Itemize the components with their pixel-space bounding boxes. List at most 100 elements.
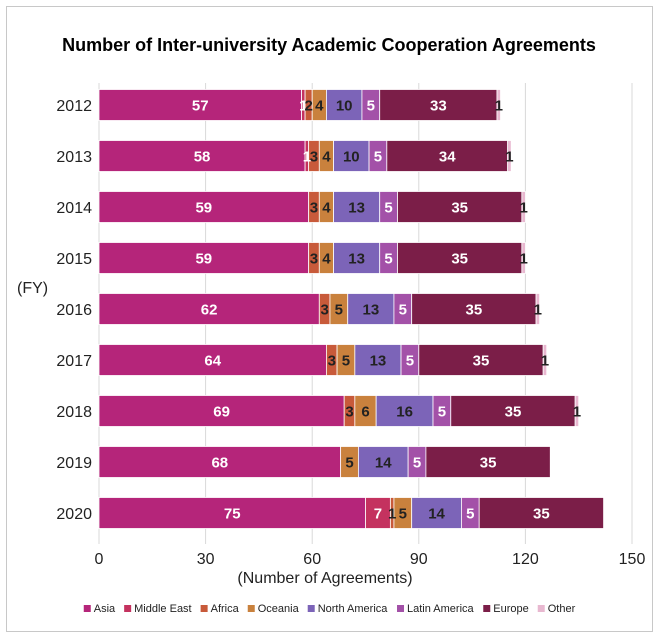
y-tick-label: 2018 [56,404,92,421]
y-axis-ticks: 2012 2013 2014 2015 2016 2017 2018 2019 2020 [56,98,92,523]
bar-segment [357,446,409,478]
legend-swatch [124,605,132,612]
data-label: 3 [310,251,318,268]
legend-label: North America [318,603,389,615]
data-label: 75 [224,506,241,523]
data-label: 58 [194,149,211,166]
data-label: 35 [533,506,550,523]
bar-segment [333,140,370,172]
legend-label: Other [548,603,576,615]
data-label: 13 [348,200,365,217]
bars [98,89,604,529]
data-label: 5 [345,455,353,472]
bar-segment [496,89,501,121]
data-label: 5 [466,506,474,523]
data-label: 3 [328,353,336,370]
data-label: 5 [413,455,421,472]
bar-segment [411,293,537,325]
legend-label: Latin America [407,603,475,615]
bar-segment [375,395,434,427]
data-label: 14 [428,506,445,523]
legend-label: Asia [94,603,116,615]
chart-title: Number of Inter-university Academic Coop… [62,35,596,55]
bar-segment [507,140,512,172]
data-label: 64 [204,353,221,370]
bar-segment [425,446,551,478]
data-label: 57 [192,98,209,115]
x-axis-ticks: 0 30 60 90 120 150 [95,551,646,568]
chart-frame: Number of Inter-university Academic Coop… [6,6,653,632]
data-label: 35 [466,302,483,319]
data-label: 13 [362,302,379,319]
bar-segment [535,293,541,325]
data-label: 34 [439,149,456,166]
legend-swatch [83,605,91,612]
data-label: 16 [396,404,413,421]
bar-segment [521,242,526,274]
x-tick-label: 60 [303,551,321,568]
data-label: 35 [505,404,522,421]
legend-label: Middle East [134,603,191,615]
legend-label: Oceania [258,603,300,615]
data-label: 3 [310,149,318,166]
bar-segment [98,191,310,223]
data-label: 68 [211,455,228,472]
data-label: 5 [367,98,375,115]
data-label: 35 [480,455,497,472]
y-tick-label: 2017 [56,353,92,370]
data-label: 1 [534,302,542,319]
data-label: 1 [519,200,527,217]
data-label: 5 [342,353,350,370]
y-tick-label: 2019 [56,455,92,472]
y-tick-label: 2012 [56,98,92,115]
x-axis-label: (Number of Agreements) [237,570,412,587]
data-label: 4 [315,98,324,115]
legend-swatch [397,605,405,612]
data-label: 35 [451,200,468,217]
data-label: 35 [451,251,468,268]
data-label: 35 [473,353,490,370]
data-label: 10 [336,98,353,115]
data-label: 59 [195,200,212,217]
data-label: 1 [299,98,307,115]
bar-segment [98,293,320,325]
legend: Asia Middle East Africa Oceania North Americ… [83,603,576,615]
x-tick-label: 0 [95,551,104,568]
bar-segment [365,497,391,529]
x-tick-label: 90 [410,551,428,568]
data-label: 5 [406,353,414,370]
data-label: 1 [303,149,311,166]
data-label: 2 [304,98,312,115]
bar-segment [411,497,462,529]
y-tick-label: 2013 [56,149,92,166]
bar-segment [354,344,402,376]
legend-swatch [200,605,208,612]
data-label: 5 [374,149,382,166]
data-label: 62 [201,302,218,319]
data-label: 4 [322,149,331,166]
data-label: 1 [388,506,396,523]
bar-segment [347,293,395,325]
data-label: 4 [322,200,331,217]
x-tick-label: 120 [512,551,539,568]
bar-segment [574,395,580,427]
bar-segment [386,140,509,172]
x-tick-label: 30 [197,551,215,568]
data-label: 3 [310,200,318,217]
data-label: 5 [384,251,392,268]
bar-segment [98,497,366,529]
data-label: 13 [370,353,387,370]
data-label: 7 [374,506,382,523]
data-label: 1 [541,353,549,370]
data-label: 1 [505,149,513,166]
data-label: 14 [375,455,392,472]
data-labels: 57 12 4 10 5 33 158 13 4 10 5 34 159 3 4 13 5 35 159 3 4 13 5 3… [192,98,581,523]
data-label: 1 [573,404,581,421]
data-label: 33 [430,98,447,115]
bar-segment [98,89,302,121]
y-tick-label: 2014 [56,200,92,217]
legend-swatch [247,605,255,612]
legend-label: Africa [211,603,240,615]
bar-segment [379,89,498,121]
bar-segment [333,191,381,223]
